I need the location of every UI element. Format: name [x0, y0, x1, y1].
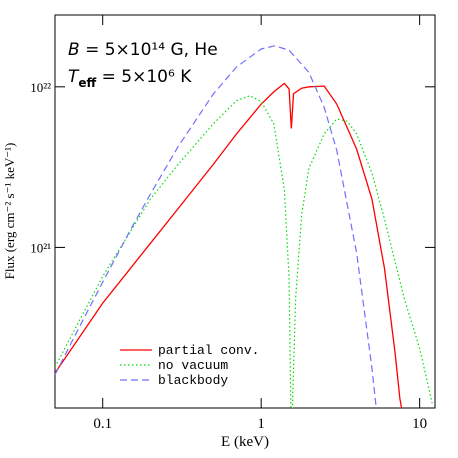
annotation: Teff = 5×10⁶ K [68, 67, 192, 90]
annotation: B = 5×10¹⁴ G, He [68, 40, 218, 60]
legend-label: blackbody [158, 373, 228, 388]
series-line [55, 82, 403, 408]
plot-frame [54, 14, 436, 409]
annotation-part: = 5×10¹⁴ G, He [80, 40, 218, 60]
x-axis-label: E (keV) [221, 434, 269, 450]
y-tick-label: 10²² [30, 80, 51, 95]
series-line [55, 95, 433, 408]
plot-lines [55, 45, 433, 408]
x-tick-label: 10 [412, 416, 427, 432]
annotation-part: eff [78, 76, 96, 90]
y-axis-label: Flux (erg cm⁻² s⁻¹ keV⁻¹) [2, 143, 17, 280]
legend-label: no vacuum [158, 358, 228, 373]
x-tick-label: 1 [257, 416, 265, 432]
y-tick-label: 10²¹ [30, 240, 51, 255]
annotation-part: = 5×10⁶ K [96, 67, 192, 87]
annotation-part: T [68, 67, 80, 87]
legend-label: partial conv. [158, 343, 259, 358]
annotation-part: B [68, 40, 80, 60]
x-tick-label: 0.1 [93, 416, 112, 432]
series-line [55, 45, 377, 408]
